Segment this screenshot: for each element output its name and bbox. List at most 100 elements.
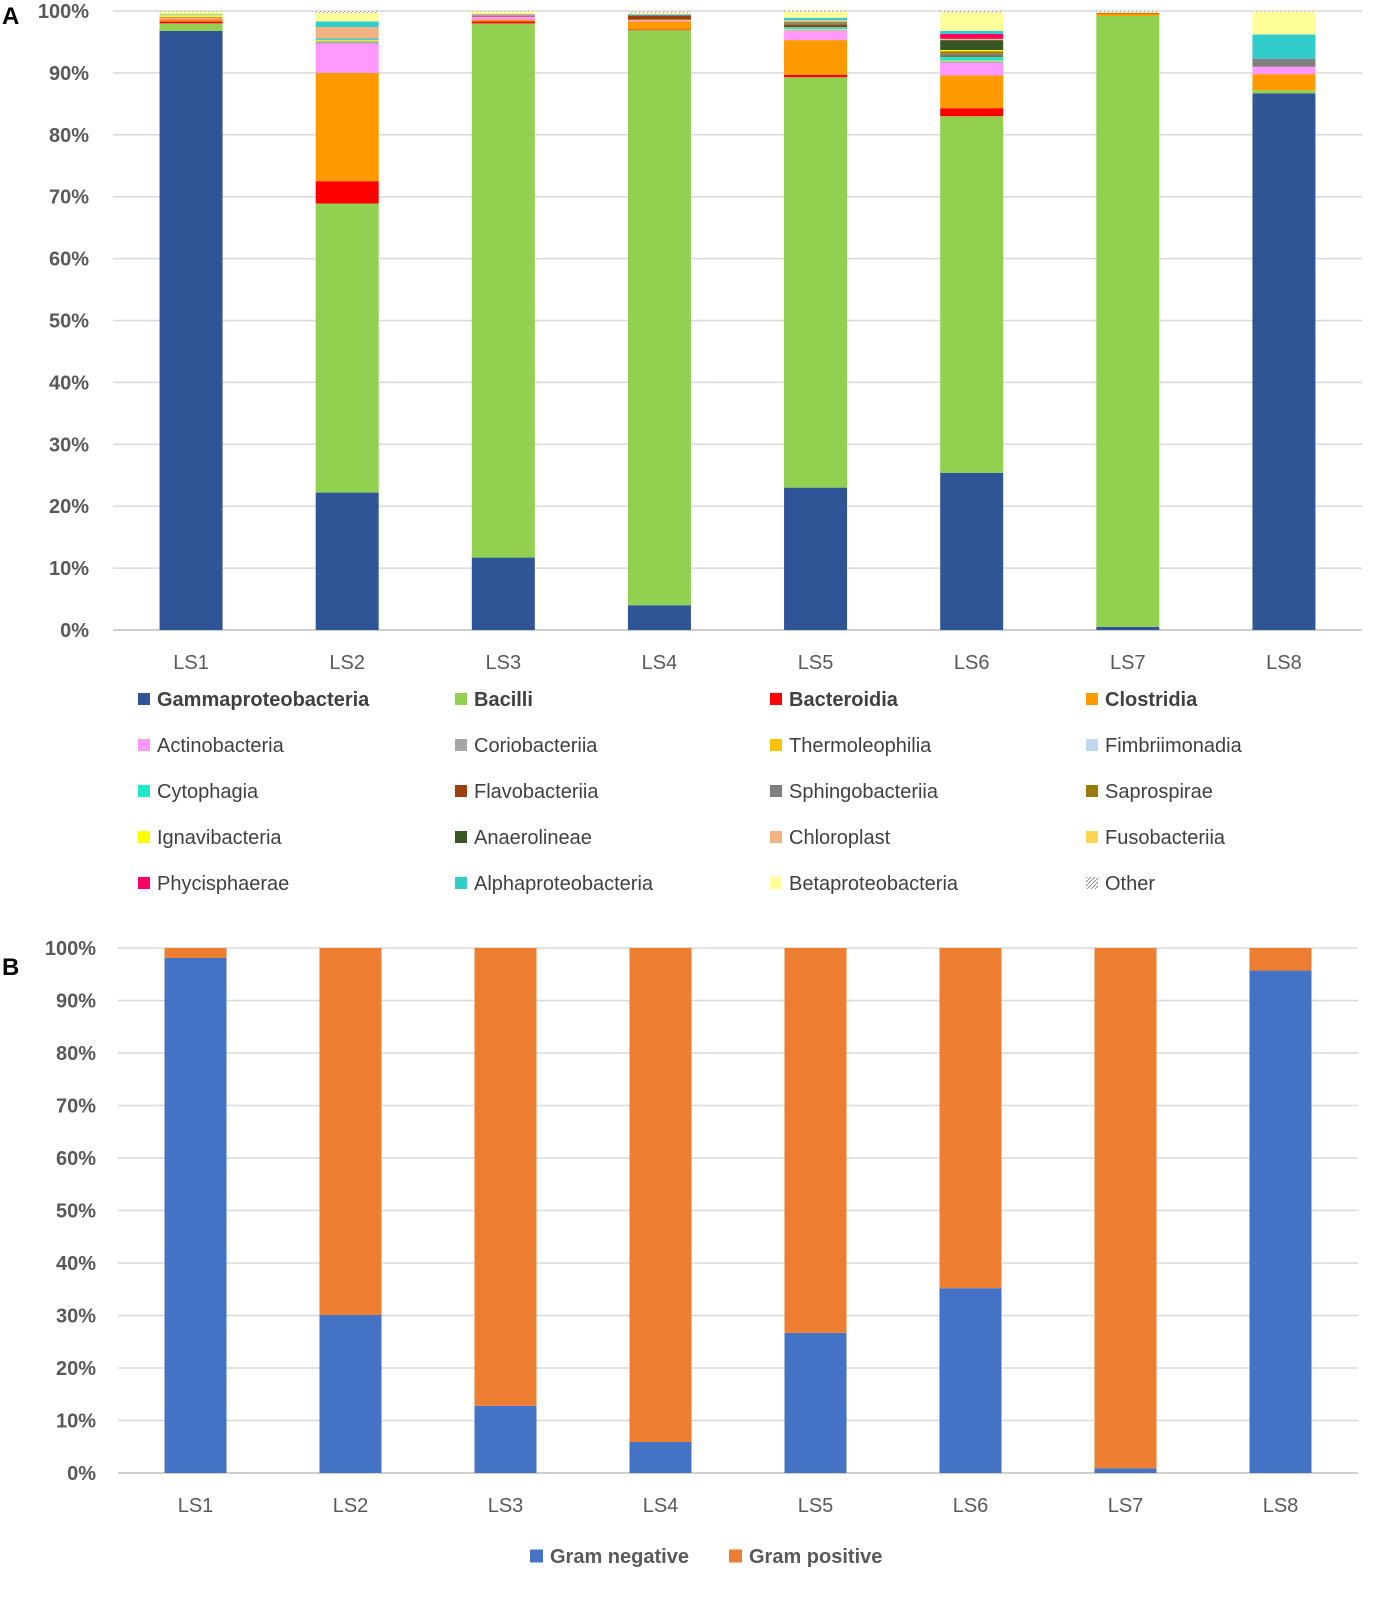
legend-swatch-bacilli [455, 693, 467, 705]
bar-ls3-gram-negative [474, 1405, 537, 1473]
legend-swatch-gram-positive [729, 1549, 742, 1563]
bar-ls4-gram-positive [629, 948, 692, 1443]
bar-ls2-coriobacteriia [315, 41, 379, 44]
bar-ls1-ignavibacteria [159, 15, 223, 18]
bar-ls6-actinobacteria [940, 62, 1004, 76]
bar-ls2-bacilli [315, 203, 379, 493]
bar-ls1-gram-positive [164, 948, 227, 958]
bar-ls3-other [471, 11, 535, 12]
legend-label-clostridia: Clostridia [1105, 689, 1198, 711]
chart-panel-b: 0% 10% 20% 30% 40% 50% 60% 70% 80% 90% 100% LS1 LS2 L… [45, 938, 1358, 1568]
bar-ls3-betaproteobacteria [471, 11, 535, 15]
legend-label-betaproteobacteria: Betaproteobacteria [789, 873, 959, 895]
bar-ls5-cytophagia [784, 27, 848, 29]
bar-ls2-alphaproteobacteria [315, 21, 379, 28]
legend-swatch-anaerolineae [455, 831, 467, 843]
bar-ls2-gram-positive [319, 948, 382, 1315]
bar-ls4-bacteroidia [627, 29, 691, 31]
bar-ls5-fusobacteriia [784, 20, 848, 21]
legend-swatch-thermoleophilia [770, 739, 782, 751]
bar-ls4-gram-negative [629, 1442, 692, 1473]
bar-ls1-betaproteobacteria [159, 11, 223, 15]
x-tick-label-ls6: LS6 [954, 652, 990, 674]
bar-ls5-chloroplast [784, 20, 848, 23]
legend-swatch-betaproteobacteria [770, 877, 782, 889]
bar-ls1-chloroplast [159, 14, 223, 16]
legend-label-gram-negative: Gram negative [550, 1546, 689, 1568]
bar-ls3-gram-positive [474, 948, 537, 1406]
bar-ls8-gram-negative [1249, 970, 1312, 1473]
bar-ls5-saprospirae [784, 22, 848, 24]
bar-ls5-alphaproteobacteria [784, 17, 848, 21]
bar-ls6-flavobacteriia [940, 55, 1004, 57]
bar-ls2-sphingobacteriia [315, 38, 379, 39]
y-tick-label: 30% [56, 1306, 96, 1328]
legend-label-alphaproteobacteria: Alphaproteobacteria [474, 873, 654, 895]
legend-label-fusobacteriia: Fusobacteriia [1105, 827, 1226, 849]
bar-ls4-other [627, 11, 691, 13]
bar-ls7-gammaproteobacteria [1096, 626, 1160, 630]
legend-label-ignavibacteria: Ignavibacteria [157, 827, 282, 849]
bar-ls6-cytophagia [940, 56, 1004, 61]
legend-label-sphingobacteriia: Sphingobacteriia [789, 781, 939, 803]
bar-ls4-bacilli [627, 30, 691, 606]
bar-ls8-other [1252, 11, 1316, 12]
y-tick-label: 30% [49, 434, 89, 456]
bar-ls3-bacilli [471, 23, 535, 558]
legend-swatch-flavobacteriia [455, 785, 467, 797]
bar-ls5-actinobacteria [784, 30, 848, 41]
bar-ls3-gammaproteobacteria [471, 557, 535, 630]
bar-ls4-actinobacteria [627, 20, 691, 22]
bar-ls6-thermoleophilia [940, 61, 1004, 62]
bar-ls6-anaerolineae [940, 40, 1004, 50]
legend-label-fimbriimonadia: Fimbriimonadia [1105, 735, 1243, 757]
bar-ls6-bacilli [940, 116, 1004, 473]
bar-ls6-betaproteobacteria [940, 12, 1004, 31]
legend-swatch-other [1086, 877, 1098, 889]
bar-ls5-bacilli [784, 77, 848, 488]
legend-swatch-chloroplast [770, 831, 782, 843]
bar-ls5-gammaproteobacteria [784, 487, 848, 630]
bar-ls4-flavobacteriia [627, 15, 691, 20]
bar-ls4-thermoleophilia [627, 19, 691, 21]
chart-panel-a: 0% 10% 20% 30% 40% 50% 60% 70% 80% 90% 100% LS1 LS2 L… [38, 1, 1362, 895]
y-tick-label: 100% [45, 938, 96, 960]
bar-ls5-betaproteobacteria [784, 11, 848, 18]
x-tick-label-ls1: LS1 [178, 1495, 214, 1517]
legend-swatch-phycisphaerae [138, 877, 150, 889]
bar-ls6-gram-positive [939, 948, 1002, 1289]
bar-ls7-flavobacteriia [1096, 12, 1160, 14]
bar-ls2-fimbriimonadia [315, 40, 379, 41]
bar-ls7-gram-negative [1094, 1468, 1157, 1473]
y-tick-label: 10% [56, 1411, 96, 1433]
x-tick-label-ls4: LS4 [642, 652, 678, 674]
bar-ls1-gram-negative [164, 957, 227, 1473]
bar-ls8-actinobacteria [1252, 66, 1316, 75]
bar-ls2-cytophagia [315, 38, 379, 41]
legend-swatch-cytophagia [138, 785, 150, 797]
panel-a-label: A [2, 3, 19, 30]
legend-label-bacteroidia: Bacteroidia [789, 689, 899, 711]
legend-swatch-gram-negative [530, 1549, 543, 1563]
bar-ls6-sphingobacteriia [940, 53, 1004, 56]
x-tick-label-ls3: LS3 [488, 1495, 524, 1517]
bar-ls3-bacteroidia [471, 21, 535, 24]
bar-ls3-alphaproteobacteria [471, 14, 535, 15]
legend-label-saprospirae: Saprospirae [1105, 781, 1213, 803]
y-tick-label: 50% [49, 311, 89, 333]
bar-ls7-clostridia [1096, 13, 1160, 16]
y-tick-label: 70% [56, 1096, 96, 1118]
legend-label-flavobacteriia: Flavobacteriia [474, 781, 599, 803]
bar-ls5-bacteroidia [784, 74, 848, 78]
x-tick-label-ls8: LS8 [1263, 1495, 1299, 1517]
bar-ls6-gammaproteobacteria [940, 472, 1004, 630]
y-tick-label: 70% [49, 187, 89, 209]
legend-swatch-bacteroidia [770, 693, 782, 705]
bar-ls7-bacilli [1096, 15, 1160, 627]
bar-ls6-phycisphaerae [940, 33, 1004, 39]
bar-ls2-gram-negative [319, 1314, 382, 1473]
bar-ls7-gram-positive [1094, 948, 1157, 1469]
y-tick-label: 20% [49, 496, 89, 518]
